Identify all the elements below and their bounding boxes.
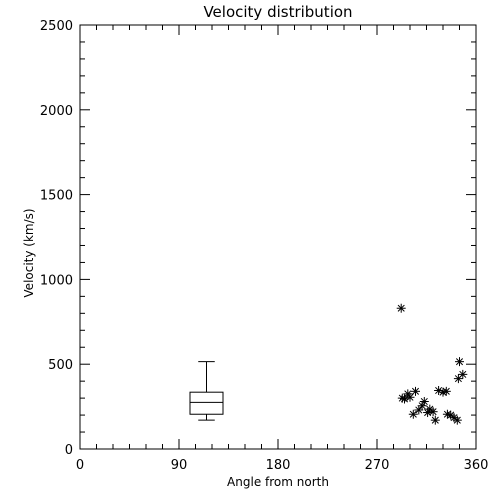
y-tick-label: 1500 — [40, 189, 73, 204]
data-point — [441, 386, 451, 396]
y-tick-label: 1000 — [40, 273, 73, 288]
y-tick-label: 500 — [48, 358, 73, 373]
data-point — [458, 369, 468, 379]
boxplot — [189, 361, 224, 421]
data-point — [430, 415, 440, 425]
scatter-points — [396, 303, 468, 425]
y-tick-label: 2000 — [40, 104, 73, 119]
data-point — [419, 397, 429, 407]
data-point — [428, 407, 438, 417]
x-axis-ticks: 0 90 180 270 360 — [76, 25, 489, 473]
x-tick-label: 180 — [266, 458, 291, 473]
data-point — [396, 303, 406, 313]
box-iqr — [189, 391, 224, 415]
data-point — [405, 392, 415, 402]
chart-title: Velocity distribution — [203, 3, 352, 21]
y-tick-label: 0 — [65, 443, 73, 458]
data-point — [452, 415, 462, 425]
data-point — [453, 374, 463, 384]
x-tick-label: 270 — [365, 458, 390, 473]
data-point — [411, 386, 420, 396]
x-tick-label: 0 — [76, 458, 84, 473]
y-tick-label: 2500 — [40, 19, 73, 34]
data-point — [400, 394, 409, 404]
data-point — [455, 357, 464, 367]
x-axis-title: Angle from north — [227, 475, 329, 489]
plot-frame — [79, 24, 477, 450]
y-axis-title: Velocity (km/s) — [22, 208, 36, 297]
y-axis-ticks: 0 500 1000 1500 2000 2500 — [40, 19, 476, 458]
x-tick-label: 90 — [171, 458, 188, 473]
x-tick-label: 360 — [464, 458, 489, 473]
data-point — [408, 409, 418, 419]
data-point — [442, 409, 452, 419]
